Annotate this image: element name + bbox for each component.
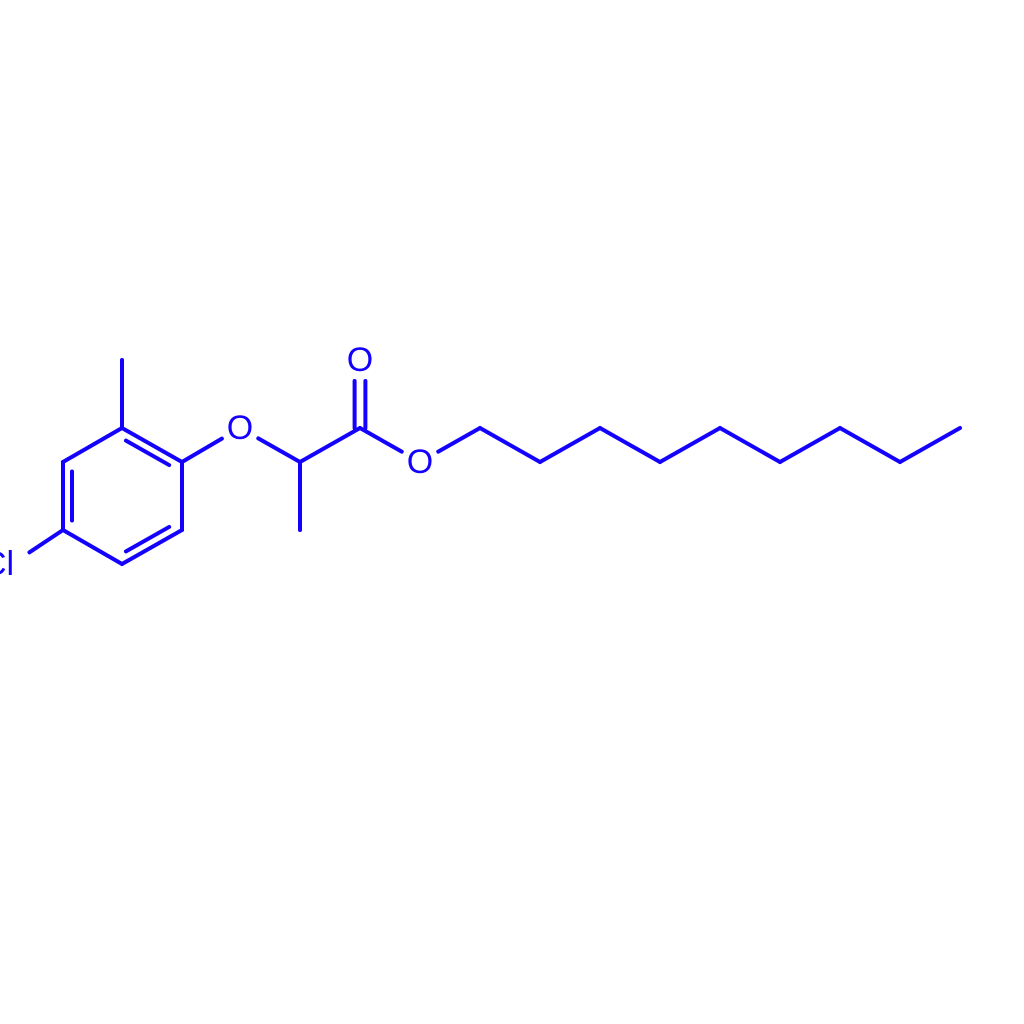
- chemical-structure: O O O Cl: [0, 0, 1024, 1024]
- bonds: [29, 360, 960, 564]
- atom-cl: Cl: [0, 545, 14, 583]
- atom-o: O: [347, 341, 373, 379]
- atom-o: O: [227, 409, 253, 447]
- atom-o: O: [407, 443, 433, 481]
